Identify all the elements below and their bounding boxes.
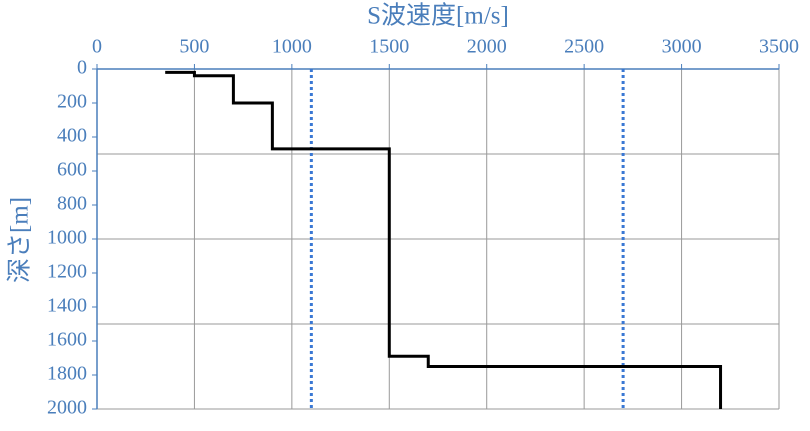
y-axis-title: 深さ[m] [6, 197, 34, 283]
x-tick-label: 1500 [369, 36, 409, 58]
x-tick-label: 2500 [564, 36, 604, 58]
y-tick-label: 1800 [47, 363, 87, 385]
y-tick-label: 400 [57, 125, 87, 147]
x-tick-label: 2000 [467, 36, 507, 58]
x-tick-label: 3000 [662, 36, 702, 58]
x-tick-label: 500 [179, 36, 209, 58]
x-tick-label: 0 [92, 36, 102, 58]
y-tick-label: 1600 [47, 329, 87, 351]
x-tick-label: 3500 [759, 36, 799, 58]
y-tick-label: 1000 [47, 227, 87, 249]
profile-line [165, 70, 723, 409]
y-tick-label: 0 [77, 57, 87, 79]
y-tick-label: 1200 [47, 261, 87, 283]
y-tick-label: 600 [57, 159, 87, 181]
x-axis-title: S波速度[m/s] [367, 2, 509, 30]
y-tick-label: 2000 [47, 397, 87, 419]
y-tick-label: 800 [57, 193, 87, 215]
y-tick-label: 200 [57, 91, 87, 113]
x-tick-label: 1000 [272, 36, 312, 58]
y-tick-label: 1400 [47, 295, 87, 317]
